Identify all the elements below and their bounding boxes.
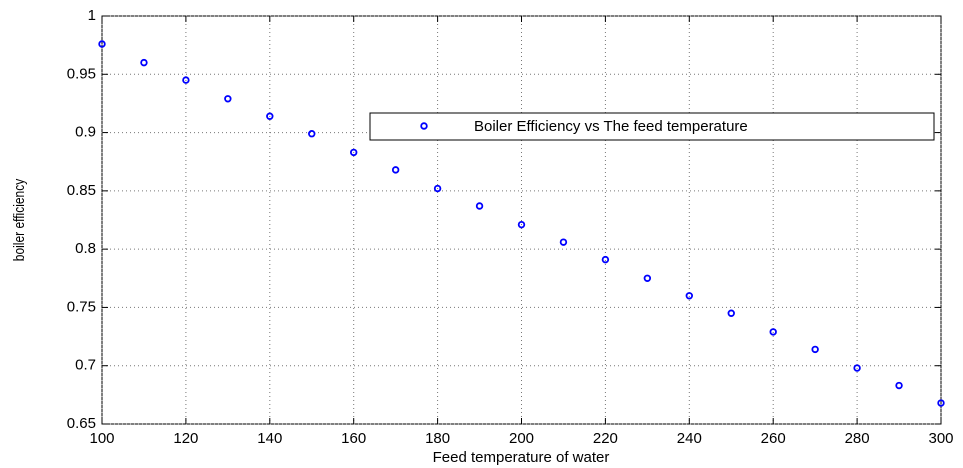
x-axis-label: Feed temperature of water [433, 449, 610, 466]
legend-box [369, 112, 935, 141]
y-axis-label: boiler efficiency [11, 179, 28, 262]
x-tick-label: 220 [593, 430, 618, 447]
point [895, 381, 903, 390]
point [224, 95, 232, 103]
x-tick-label: 300 [928, 430, 953, 447]
point [517, 220, 526, 229]
legend-label: Boiler Efficiency vs The feed temperatur… [474, 118, 748, 135]
point [266, 112, 274, 120]
x-tick-label: 180 [425, 430, 450, 447]
legend-marker [420, 122, 428, 130]
point [853, 364, 861, 372]
y-tick-label: 0.95 [67, 65, 96, 82]
point [601, 255, 610, 264]
point [391, 166, 400, 174]
x-tick-label: 260 [761, 430, 786, 447]
y-tick-label: 0.9 [75, 124, 96, 141]
point [643, 274, 652, 282]
y-tick-label: 0.75 [67, 298, 96, 315]
y-tick-label: 0.85 [67, 182, 96, 199]
x-tick-label: 100 [89, 430, 114, 447]
y-tick-label: 1 [88, 7, 96, 24]
point [350, 148, 358, 157]
point [727, 309, 735, 317]
y-tick-label: 0.8 [75, 240, 96, 257]
point [769, 328, 777, 336]
x-tick-label: 120 [173, 430, 198, 447]
point [308, 130, 316, 138]
point [937, 399, 945, 407]
point [811, 345, 819, 354]
point [559, 238, 568, 246]
y-tick-label: 0.65 [67, 415, 96, 432]
point [182, 76, 190, 84]
x-tick-label: 280 [845, 430, 870, 447]
x-tick-label: 140 [257, 430, 282, 447]
x-tick-label: 160 [341, 430, 366, 447]
point [475, 202, 484, 210]
x-tick-label: 240 [677, 430, 702, 447]
point [98, 40, 106, 48]
x-tick-label: 200 [509, 430, 534, 447]
y-tick-label: 0.7 [75, 357, 96, 374]
point [433, 184, 442, 193]
point [140, 58, 148, 67]
point [685, 292, 693, 300]
